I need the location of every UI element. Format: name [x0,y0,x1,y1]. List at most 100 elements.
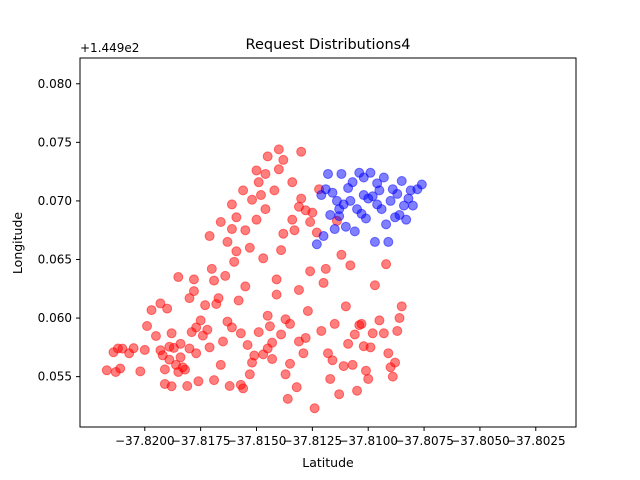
data-point [318,231,329,242]
data-point [325,209,336,220]
data-point [184,343,195,354]
data-point [191,322,202,333]
data-point [135,366,146,377]
data-point [159,364,170,375]
x-tick-label: −37.8025 [506,434,566,448]
data-point [209,275,220,286]
data-point [213,293,224,304]
data-point [271,274,282,285]
data-point [385,195,396,206]
data-point [209,375,220,386]
data-point [367,191,378,202]
data-point [240,281,251,292]
y-offset-label: +1.449e2 [80,41,139,55]
y-tick-label: 0.065 [38,252,72,266]
data-point [273,164,284,175]
data-point [285,358,296,369]
data-point [231,246,242,257]
x-tick-label: −37.8200 [115,434,175,448]
data-point [226,199,237,210]
data-point [296,193,307,204]
data-point [387,371,398,382]
data-point [128,343,139,354]
data-point [323,168,333,179]
data-point [188,274,199,285]
data-point [383,236,394,247]
x-tick-label: −37.8050 [450,434,510,448]
data-point [175,338,186,349]
data-point [271,289,282,300]
y-tick-label: 0.055 [38,370,72,384]
data-point [117,343,128,354]
data-point [320,263,331,274]
data-point [247,357,258,368]
data-point [188,286,199,297]
data-point [235,379,246,390]
data-point [226,224,237,235]
data-point [378,172,389,183]
data-point [343,338,354,349]
data-point [162,303,173,314]
data-point [182,381,193,391]
data-point [191,348,202,359]
data-point [287,177,298,188]
data-point [184,293,195,304]
data-point [392,325,403,336]
data-point [193,376,204,387]
data-point [293,284,304,295]
data-point [200,300,211,311]
data-point [146,305,157,316]
data-point [338,361,349,372]
data-point [305,266,316,277]
y-tick-label: 0.070 [38,194,72,208]
data-point [383,348,394,359]
data-point [305,217,316,227]
data-point [273,144,284,155]
data-point [298,348,309,359]
data-point [367,328,378,339]
data-point [376,204,387,215]
data-point [365,167,376,178]
y-axis-label: Longitude [10,212,25,274]
data-point [204,342,215,353]
data-point [220,270,231,281]
data-point [166,328,177,339]
data-point [327,355,338,366]
data-point [244,242,255,253]
data-point [175,352,186,363]
data-point [392,188,403,199]
data-point [235,328,246,339]
data-point [336,249,347,260]
plot-area-frame [79,57,577,428]
data-point [269,185,280,196]
data-point [251,165,262,176]
data-point [374,315,385,326]
data-point [231,212,242,223]
data-point [340,301,351,312]
data-point [267,354,278,365]
data-point [316,325,327,336]
data-point [394,209,405,220]
data-point [369,280,380,291]
data-point [334,211,345,222]
data-point [329,318,340,329]
data-point [142,321,153,332]
data-point [139,344,150,355]
data-point [242,340,253,350]
data-point [253,177,264,188]
data-point [340,221,351,232]
data-point [262,151,273,162]
data-point [226,322,237,333]
data-point [293,201,304,212]
data-point [336,168,347,179]
data-point [180,364,191,375]
data-point [262,343,273,354]
data-point [349,226,360,237]
data-point [407,200,418,211]
data-point [296,146,307,157]
y-tick-label: 0.075 [38,135,72,149]
data-point [394,313,405,324]
data-point [282,393,293,404]
data-point [360,213,371,224]
